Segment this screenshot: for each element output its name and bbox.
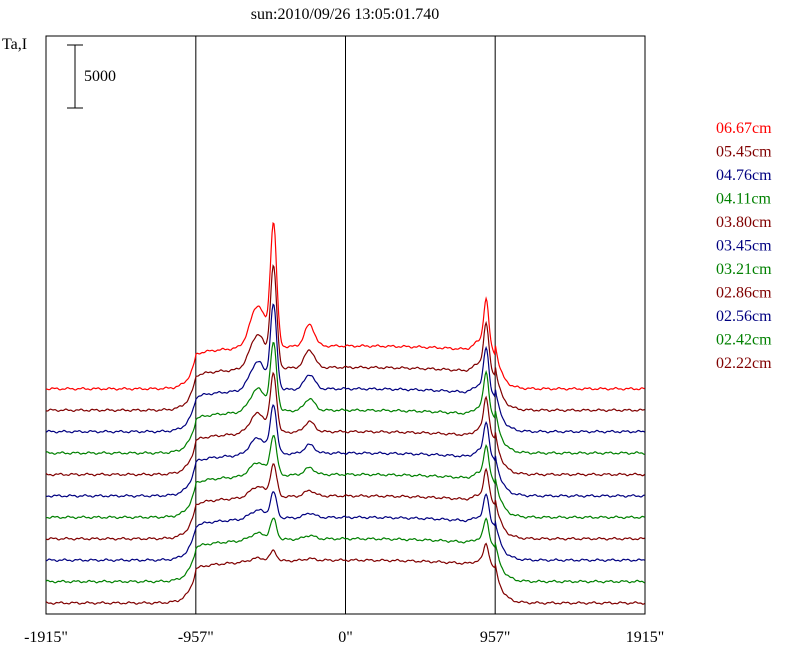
series-line-04.11cm [45,341,645,455]
reference-lines [195,36,496,614]
series-line-03.80cm [45,371,646,477]
chart-title: sun:2010/09/26 13:05:01.740 [251,6,439,23]
series-line-02.22cm [45,542,646,605]
legend-entry-05.45cm: 05.45cm [716,144,772,161]
series-line-02.86cm [45,463,645,541]
legend-entry-06.67cm: 06.67cm [716,120,772,137]
x-tick-label-2: 0" [338,629,353,646]
series-lines [45,221,646,605]
series-line-05.45cm [45,264,645,413]
scale-bar-label: 5000 [84,68,116,85]
legend: 06.67cm 05.45cm 04.76cm 04.11cm 03.80cm 03.45… [716,120,772,372]
scale-bar [67,44,83,109]
legend-entry-03.21cm: 03.21cm [716,261,772,278]
legend-entry-02.42cm: 02.42cm [716,332,772,349]
x-tick-labels: -1915" -957" 0" 957" 1915" [24,629,664,646]
x-tick-label-1: -957" [178,629,214,646]
legend-entry-03.80cm: 03.80cm [716,214,772,231]
legend-entry-02.22cm: 02.22cm [716,355,772,372]
series-line-04.76cm [45,303,646,434]
x-tick-label-0: -1915" [24,629,68,646]
series-line-02.42cm [45,517,645,584]
x-tick-label-4: 1915" [626,629,665,646]
legend-entry-02.86cm: 02.86cm [716,285,772,302]
x-tick-label-3: 957" [480,629,511,646]
series-line-06.67cm [45,221,645,391]
legend-entry-02.56cm: 02.56cm [716,308,772,325]
series-line-02.56cm [45,491,645,563]
legend-entry-04.76cm: 04.76cm [716,167,772,184]
legend-entry-04.11cm: 04.11cm [716,191,772,208]
legend-entry-03.45cm: 03.45cm [716,238,772,255]
series-line-03.45cm [45,404,645,498]
y-axis-label: Ta,I [2,36,27,53]
series-line-03.21cm [45,434,645,520]
